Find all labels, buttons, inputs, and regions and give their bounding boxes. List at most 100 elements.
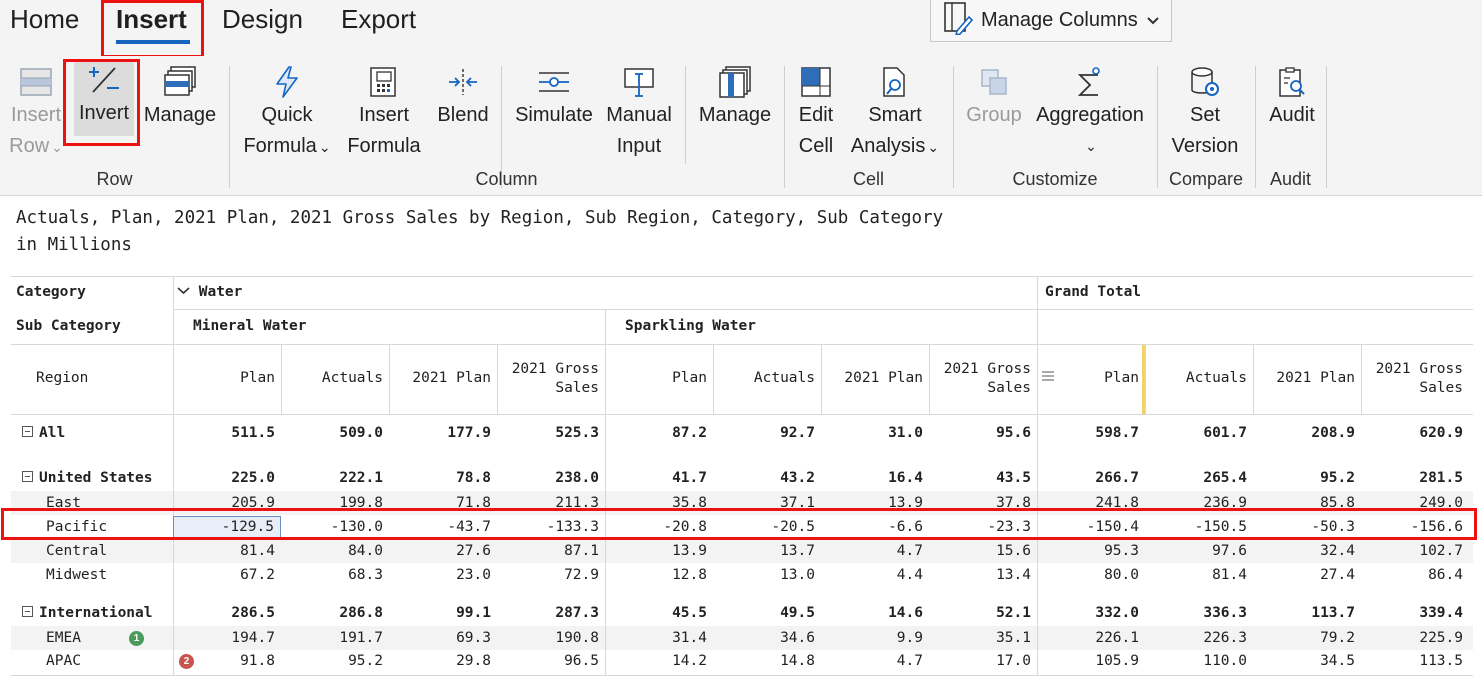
- data-cell[interactable]: 87.2: [672, 425, 707, 441]
- insert-formula-button[interactable]: Insert Formula: [344, 64, 424, 162]
- data-cell[interactable]: 13.7: [780, 543, 815, 559]
- data-cell[interactable]: 52.1: [996, 605, 1031, 621]
- column-menu-icon[interactable]: [1041, 370, 1055, 386]
- data-cell[interactable]: 509.0: [339, 425, 383, 441]
- data-cell[interactable]: 81.4: [240, 543, 275, 559]
- data-cell[interactable]: -50.3: [1311, 519, 1355, 535]
- data-cell[interactable]: 525.3: [555, 425, 599, 441]
- measure-header[interactable]: 2021 Plan: [1276, 370, 1355, 386]
- data-cell[interactable]: 84.0: [348, 543, 383, 559]
- data-cell[interactable]: 95.2: [1320, 470, 1355, 486]
- data-cell[interactable]: 249.0: [1419, 495, 1463, 511]
- data-cell[interactable]: 177.9: [447, 425, 491, 441]
- data-cell[interactable]: 211.3: [555, 495, 599, 511]
- data-cell[interactable]: 4.4: [896, 567, 923, 583]
- data-cell[interactable]: -130.0: [330, 519, 383, 535]
- measure-header[interactable]: 2021 Plan: [844, 370, 923, 386]
- data-cell[interactable]: 287.3: [555, 605, 599, 621]
- data-cell[interactable]: 95.6: [996, 425, 1031, 441]
- data-cell[interactable]: 620.9: [1419, 425, 1463, 441]
- measure-header[interactable]: 2021 Plan: [412, 370, 491, 386]
- data-cell[interactable]: -23.3: [987, 519, 1031, 535]
- data-cell[interactable]: 208.9: [1311, 425, 1355, 441]
- data-cell[interactable]: 17.0: [996, 653, 1031, 669]
- data-cell[interactable]: 87.1: [564, 543, 599, 559]
- data-cell[interactable]: 13.0: [780, 567, 815, 583]
- measure-header[interactable]: Plan: [672, 370, 707, 386]
- data-cell[interactable]: 14.2: [672, 653, 707, 669]
- data-cell[interactable]: 598.7: [1095, 425, 1139, 441]
- data-cell[interactable]: 225.0: [231, 470, 275, 486]
- data-cell[interactable]: 45.5: [672, 605, 707, 621]
- row-label[interactable]: International: [22, 605, 153, 621]
- data-cell[interactable]: -156.6: [1410, 519, 1463, 535]
- aggregation-button[interactable]: Aggregation ⌄: [1034, 64, 1146, 162]
- collapse-icon[interactable]: [22, 470, 33, 482]
- manage-columns-button[interactable]: Manage Columns: [930, 0, 1172, 42]
- measure-header[interactable]: 2021 Gross Sales: [511, 361, 599, 396]
- data-cell[interactable]: 78.8: [456, 470, 491, 486]
- data-cell[interactable]: 67.2: [240, 567, 275, 583]
- data-cell[interactable]: 13.9: [888, 495, 923, 511]
- comment-badge-green[interactable]: 1: [129, 631, 144, 646]
- data-cell[interactable]: 80.0: [1104, 567, 1139, 583]
- data-cell[interactable]: 23.0: [456, 567, 491, 583]
- data-cell[interactable]: 37.8: [996, 495, 1031, 511]
- measure-header[interactable]: 2021 Gross Sales: [1375, 361, 1463, 396]
- data-cell[interactable]: 286.5: [231, 605, 275, 621]
- data-cell[interactable]: 110.0: [1203, 653, 1247, 669]
- manual-input-button[interactable]: Manual Input: [604, 64, 674, 162]
- data-cell[interactable]: 86.4: [1428, 567, 1463, 583]
- manage-row-button[interactable]: Manage: [142, 64, 218, 131]
- data-cell[interactable]: 34.6: [780, 630, 815, 646]
- data-cell[interactable]: 35.8: [672, 495, 707, 511]
- data-cell[interactable]: 14.6: [888, 605, 923, 621]
- data-cell[interactable]: 236.9: [1203, 495, 1247, 511]
- data-cell[interactable]: 31.0: [888, 425, 923, 441]
- data-cell[interactable]: 91.8: [240, 653, 275, 669]
- data-cell[interactable]: 96.5: [564, 653, 599, 669]
- row-label[interactable]: All: [22, 425, 65, 441]
- group-button[interactable]: Group: [963, 64, 1025, 131]
- data-cell[interactable]: 339.4: [1419, 605, 1463, 621]
- quick-formula-button[interactable]: Quick Formula ⌄: [240, 64, 334, 163]
- data-cell[interactable]: 226.3: [1203, 630, 1247, 646]
- data-cell[interactable]: 43.5: [996, 470, 1031, 486]
- tab-export[interactable]: Export: [341, 4, 417, 34]
- data-cell[interactable]: 68.3: [348, 567, 383, 583]
- tab-insert[interactable]: Insert: [116, 4, 187, 34]
- chevron-down-icon[interactable]: [177, 284, 190, 300]
- data-cell[interactable]: 13.4: [996, 567, 1031, 583]
- data-cell[interactable]: 79.2: [1320, 630, 1355, 646]
- data-cell[interactable]: -6.6: [888, 519, 923, 535]
- insert-row-button[interactable]: Insert Row ⌄: [8, 64, 64, 163]
- data-cell[interactable]: 99.1: [456, 605, 491, 621]
- data-cell[interactable]: 336.3: [1203, 605, 1247, 621]
- data-cell[interactable]: 31.4: [672, 630, 707, 646]
- data-cell[interactable]: 4.7: [896, 543, 923, 559]
- data-cell[interactable]: 85.8: [1320, 495, 1355, 511]
- row-label[interactable]: United States: [22, 470, 153, 486]
- data-cell[interactable]: 29.8: [456, 653, 491, 669]
- data-cell[interactable]: 226.1: [1095, 630, 1139, 646]
- data-cell[interactable]: 194.7: [231, 630, 275, 646]
- data-cell[interactable]: 601.7: [1203, 425, 1247, 441]
- collapse-icon[interactable]: [22, 425, 33, 437]
- data-cell[interactable]: 102.7: [1419, 543, 1463, 559]
- data-cell[interactable]: 81.4: [1212, 567, 1247, 583]
- measure-header[interactable]: Plan: [240, 370, 275, 386]
- data-cell[interactable]: -150.5: [1194, 519, 1247, 535]
- data-cell[interactable]: 190.8: [555, 630, 599, 646]
- collapse-icon[interactable]: [22, 605, 33, 617]
- selected-cell[interactable]: -129.5: [173, 516, 281, 538]
- tab-design[interactable]: Design: [222, 4, 303, 34]
- data-cell[interactable]: 92.7: [780, 425, 815, 441]
- data-cell[interactable]: 105.9: [1095, 653, 1139, 669]
- data-cell[interactable]: 27.6: [456, 543, 491, 559]
- measure-header[interactable]: Actuals: [321, 370, 383, 386]
- simulate-button[interactable]: Simulate: [512, 64, 596, 131]
- data-cell[interactable]: 69.3: [456, 630, 491, 646]
- data-cell[interactable]: -133.3: [546, 519, 599, 535]
- data-cell[interactable]: 43.2: [780, 470, 815, 486]
- invert-button[interactable]: Invert: [74, 62, 134, 136]
